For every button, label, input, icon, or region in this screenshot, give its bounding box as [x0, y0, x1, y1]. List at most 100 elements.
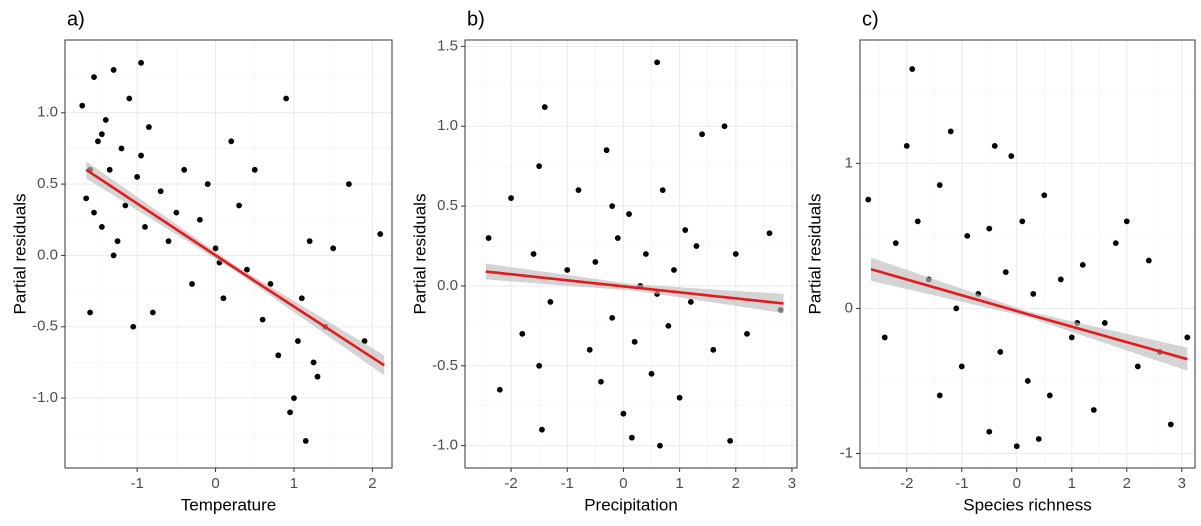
point [958, 363, 965, 370]
point [659, 187, 666, 194]
x-tick-label: 3 [1178, 475, 1186, 492]
point [251, 166, 258, 173]
point [642, 251, 649, 257]
point [727, 437, 734, 444]
point [189, 281, 195, 287]
point [138, 59, 144, 66]
y-tick-label: 0.5 [37, 175, 58, 192]
point [146, 124, 152, 130]
y-tick-label: 0.5 [437, 197, 458, 214]
point [631, 338, 638, 345]
point [903, 143, 910, 149]
point [204, 181, 211, 187]
plot-border [859, 39, 1196, 469]
point [314, 373, 321, 380]
point [519, 330, 526, 337]
point [586, 346, 593, 353]
point [687, 299, 694, 305]
y-tick-label: 0.0 [37, 246, 58, 263]
panel-title: c) [862, 8, 879, 30]
x-axis-title: Precipitation [584, 495, 678, 514]
point [1079, 261, 1086, 268]
point [236, 202, 242, 209]
y-tick-label: -0.5 [32, 318, 58, 335]
point [377, 231, 384, 237]
panel-title: a) [67, 8, 85, 30]
point [283, 95, 290, 102]
x-axis-title: Temperature [181, 495, 276, 514]
y-tick-label: 0.0 [437, 277, 458, 294]
point [1090, 407, 1097, 413]
point [609, 203, 616, 209]
point [693, 243, 700, 249]
y-tick-label: -0.5 [432, 357, 458, 374]
point [936, 182, 943, 188]
point [541, 104, 548, 110]
point [106, 166, 113, 173]
panel-title: b) [467, 8, 485, 30]
point [118, 145, 125, 152]
point [1145, 257, 1152, 264]
x-tick-label: 0 [211, 475, 219, 492]
point [126, 95, 133, 102]
point [361, 338, 368, 344]
point [196, 216, 203, 223]
point [603, 147, 610, 154]
point [1167, 421, 1174, 428]
x-tick-label: 1 [290, 475, 298, 492]
point [657, 442, 663, 449]
y-tick-label: -1 [840, 444, 853, 461]
point [598, 378, 604, 385]
point [699, 131, 705, 138]
point [1024, 378, 1031, 384]
point [964, 232, 971, 239]
point [997, 349, 1004, 355]
plot-border [64, 39, 393, 469]
point [953, 305, 960, 312]
point [1008, 153, 1015, 159]
point [102, 116, 109, 123]
point [267, 281, 274, 287]
point [1057, 276, 1064, 283]
point [1134, 363, 1141, 370]
x-tick-label: 2 [1123, 475, 1131, 492]
plot-background [860, 40, 1195, 468]
point [1030, 290, 1037, 297]
point [91, 209, 97, 216]
point [98, 131, 105, 138]
point [298, 295, 305, 302]
x-tick-label: 2 [368, 475, 376, 492]
point [721, 123, 728, 130]
x-tick-label: 1 [675, 475, 683, 492]
point [1068, 334, 1075, 341]
point [986, 225, 993, 232]
plot-border [464, 39, 798, 469]
point [173, 209, 180, 216]
point [628, 434, 635, 441]
y-tick-label: 1.0 [437, 117, 458, 134]
point [539, 426, 545, 433]
point [986, 428, 993, 435]
point [991, 143, 998, 149]
point [710, 346, 717, 353]
y-tick-label: 1.0 [37, 104, 58, 121]
point [881, 334, 888, 341]
y-axis-title: Partial residuals [10, 194, 29, 315]
point [744, 330, 750, 337]
point [536, 163, 543, 170]
point [1002, 269, 1009, 276]
point [149, 309, 156, 316]
point [1035, 436, 1042, 442]
point [671, 267, 677, 273]
point [110, 252, 117, 259]
point [665, 322, 672, 329]
point [592, 259, 599, 265]
x-tick-label: -2 [504, 475, 517, 492]
plot-background [65, 40, 392, 468]
point [220, 295, 227, 302]
point [114, 238, 121, 245]
x-tick-label: 3 [788, 475, 796, 492]
point [1123, 218, 1130, 225]
point [914, 218, 921, 225]
